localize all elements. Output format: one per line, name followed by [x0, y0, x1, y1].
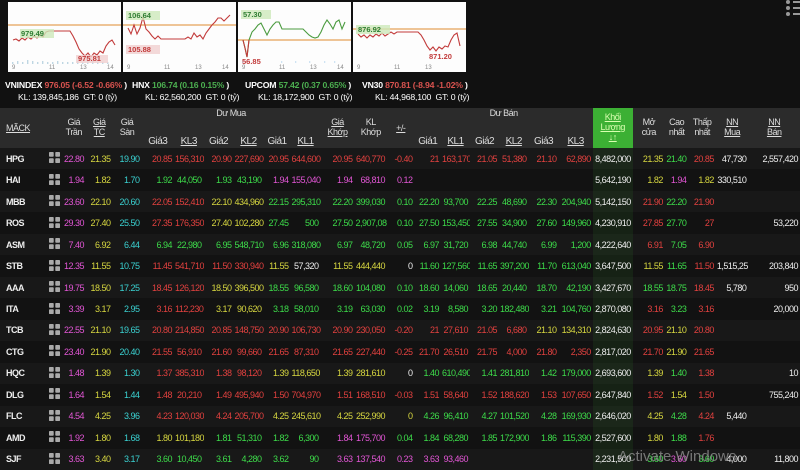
svg-text:9: 9	[357, 65, 361, 71]
svg-text:11: 11	[164, 65, 171, 71]
svg-text:975.81: 975.81	[78, 54, 101, 63]
svg-text:14: 14	[337, 65, 344, 71]
svg-text:13: 13	[80, 65, 87, 71]
svg-text:13: 13	[310, 65, 317, 71]
svg-text:105.88: 105.88	[128, 45, 151, 54]
svg-text:14: 14	[107, 65, 114, 71]
svg-text:11: 11	[49, 65, 56, 71]
svg-text:9: 9	[12, 65, 16, 71]
svg-text:871.20: 871.20	[429, 52, 452, 61]
svg-text:876.92: 876.92	[358, 25, 381, 34]
svg-text:13: 13	[195, 65, 202, 71]
svg-text:57.30: 57.30	[243, 10, 262, 19]
svg-text:13: 13	[425, 65, 432, 71]
svg-text:979.49: 979.49	[21, 29, 44, 38]
svg-text:11: 11	[394, 65, 401, 71]
svg-text:9: 9	[127, 65, 131, 71]
svg-text:106.64: 106.64	[128, 11, 152, 20]
svg-text:11: 11	[279, 65, 286, 71]
svg-text:14: 14	[222, 65, 229, 71]
